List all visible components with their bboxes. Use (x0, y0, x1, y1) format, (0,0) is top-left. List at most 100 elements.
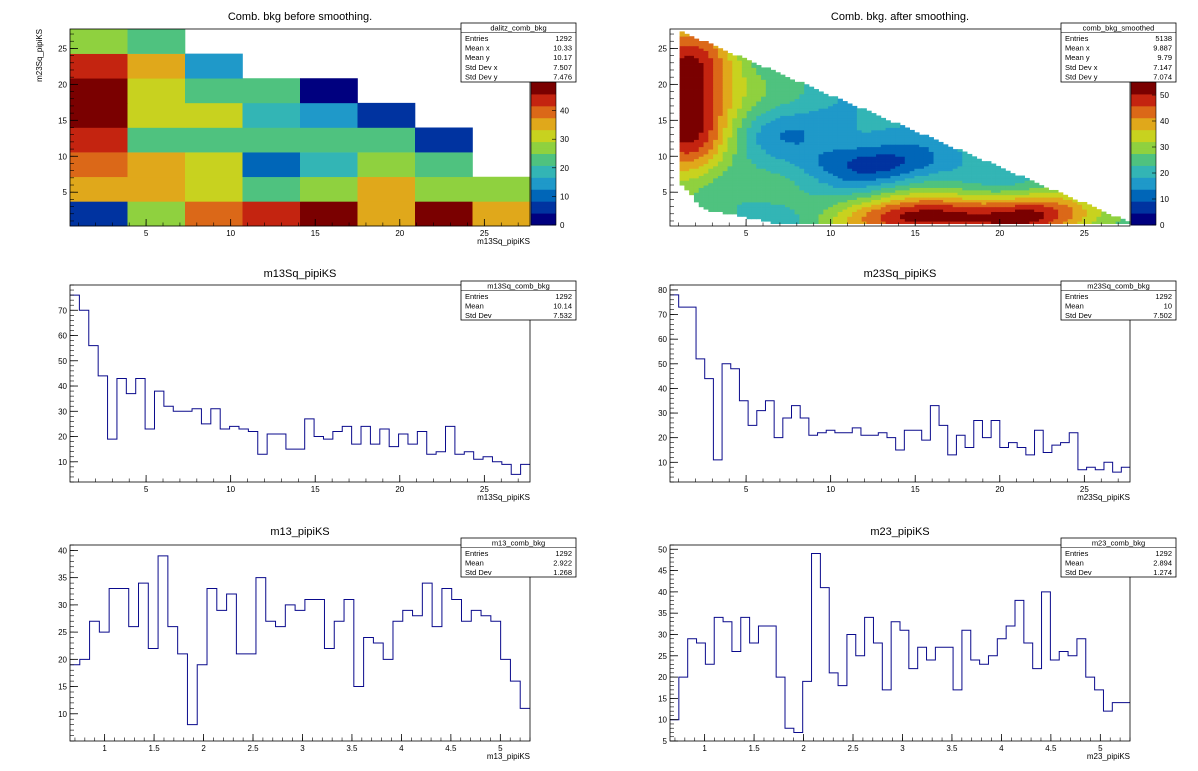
heatmap-cell (698, 146, 704, 150)
heatmap-cell (871, 120, 877, 124)
heatmap-cell (1062, 216, 1069, 220)
heatmap-cell (866, 141, 872, 145)
heatmap-cell (761, 89, 767, 92)
heatmap-cell (813, 204, 819, 208)
heatmap-cell (713, 110, 719, 114)
heatmap-cell (818, 98, 824, 102)
heatmap-cell (933, 168, 939, 172)
heatmap-cell (986, 194, 992, 198)
heatmap-cell (876, 213, 882, 217)
heatmap-cell (943, 144, 949, 148)
heatmap-cell (837, 209, 843, 212)
heatmap-cell (856, 115, 863, 119)
heatmap-cell (765, 149, 772, 152)
heatmap-cell (765, 81, 772, 85)
heatmap-cell (737, 89, 743, 92)
heatmap-cell (832, 206, 839, 210)
heatmap-cell (708, 120, 714, 124)
heatmap-cell (828, 113, 834, 116)
heatmap-cell (832, 194, 839, 198)
heatmap-cell (713, 45, 719, 49)
heatmap-cell (861, 158, 867, 162)
heatmap-cell (933, 201, 939, 205)
heatmap-cell (732, 137, 738, 140)
heatmap-cell (70, 53, 128, 79)
heatmap-cell (823, 122, 829, 126)
heatmap-cell (856, 168, 863, 172)
heatmap-cell (746, 110, 752, 114)
heatmap-cell (909, 216, 915, 220)
heatmap-cell (808, 189, 815, 193)
heatmap-cell (698, 93, 704, 97)
heatmap-cell (847, 182, 853, 186)
heatmap-cell (722, 91, 728, 95)
heatmap-cell (871, 175, 877, 179)
heatmap-cell (804, 117, 810, 121)
heatmap-cell (971, 194, 978, 198)
heatmap-cell (242, 78, 301, 104)
heatmap-cell (732, 168, 738, 172)
x-tick-label: 20 (395, 229, 404, 238)
heatmap-cell (986, 173, 992, 176)
heatmap-cell (885, 161, 891, 164)
heatmap-cell (847, 134, 853, 138)
heatmap-cell (770, 120, 776, 124)
heatmap-cell (804, 158, 810, 162)
heatmap-cell (938, 165, 944, 169)
heatmap-cell (770, 218, 776, 222)
heatmap-cell (1072, 218, 1078, 222)
heatmap-cell (679, 48, 685, 52)
heatmap-cell (727, 173, 733, 176)
heatmap-cell (933, 139, 939, 143)
heatmap-cell (799, 163, 805, 167)
heatmap-cell (708, 192, 714, 196)
heatmap-cell (876, 177, 882, 181)
heatmap-cell (693, 115, 700, 119)
heatmap-cell (938, 213, 944, 217)
heatmap-cell (861, 120, 867, 124)
heatmap-cell (751, 108, 757, 112)
heatmap-cell (785, 96, 791, 100)
heatmap-cell (689, 62, 695, 66)
heatmap-cell (1010, 175, 1016, 179)
heatmap-cell (1048, 218, 1054, 222)
heatmap-cell (780, 77, 786, 80)
heatmap-cell (1067, 209, 1073, 212)
heatmap-cell (856, 182, 863, 186)
heatmap-cell (684, 165, 690, 169)
heatmap-cell (804, 115, 810, 119)
heatmap-cell (693, 173, 700, 176)
heatmap-cell (991, 199, 997, 203)
heatmap-cell (938, 199, 944, 203)
heatmap-cell (693, 60, 700, 64)
heatmap-cell (842, 117, 848, 121)
x-tick-label: 25 (1080, 485, 1089, 494)
heatmap-cell (847, 120, 853, 124)
heatmap-cell (818, 110, 824, 114)
heatmap-cell (1010, 199, 1016, 203)
heatmap-cell (746, 79, 752, 83)
heatmap-cell (823, 206, 829, 210)
heatmap-cell (727, 192, 733, 196)
heatmap-cell (890, 151, 896, 155)
heatmap-cell (813, 132, 819, 136)
heatmap-cell (1010, 211, 1016, 215)
heatmap-cell (938, 146, 944, 150)
heatmap-cell (756, 161, 762, 164)
heatmap-cell (70, 152, 128, 178)
heatmap-cell (852, 122, 858, 126)
heatmap-cell (813, 192, 819, 196)
heatmap-cell (765, 127, 772, 131)
heatmap-cell (890, 149, 896, 152)
heatmap-cell (722, 79, 728, 83)
heatmap-cell (765, 139, 772, 143)
heatmap-cell (775, 129, 781, 133)
heatmap-cell (842, 120, 848, 124)
x-tick-label: 4 (999, 744, 1004, 753)
heatmap-cell (794, 146, 800, 150)
heatmap-cell (1034, 206, 1040, 210)
heatmap-cell (737, 115, 743, 119)
heatmap-cell (818, 194, 824, 198)
heatmap-cell (928, 187, 934, 191)
heatmap-cell (914, 218, 920, 222)
